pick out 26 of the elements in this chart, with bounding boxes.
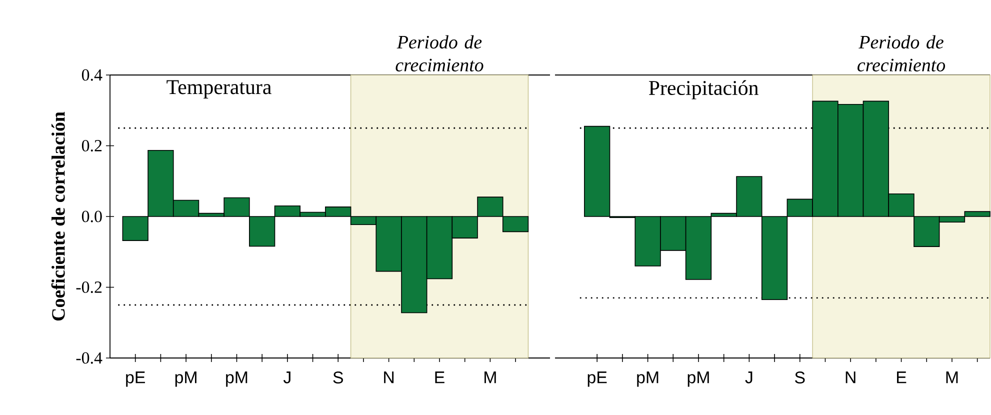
x-tick-label: N [384, 372, 394, 384]
y-tick-label: 0.2 [82, 140, 102, 152]
text: Periodo de crecimiento [858, 35, 946, 72]
y-axis-title: Coeficiente de correlación [51, 112, 65, 321]
y-tick-label: -0.2 [76, 281, 102, 293]
x-tick-label: N [846, 372, 856, 384]
text: Periodo de crecimiento [396, 35, 484, 72]
x-tick-label: pE [126, 372, 145, 387]
x-tick-label: S [795, 372, 805, 384]
x-tick-label: pM [175, 372, 196, 387]
x-tick-label: pE [588, 372, 607, 387]
x-tick-label: pM [637, 372, 658, 387]
y-tick-label: -0.4 [76, 352, 102, 364]
x-tick-label: J [283, 372, 290, 384]
x-tick-label: M [946, 372, 958, 384]
y-tick-label: 0.0 [82, 210, 102, 222]
x-tick-label: J [745, 372, 752, 384]
chart-title: Precipitación [648, 80, 758, 100]
y-tick-label: 0.4 [82, 69, 102, 81]
x-tick-label: E [435, 372, 444, 384]
x-tick-label: E [897, 372, 906, 384]
x-tick-label: M [484, 372, 496, 384]
x-tick-label: pM [226, 372, 248, 387]
x-tick-label: S [333, 372, 343, 384]
x-tick-label: pM [688, 372, 709, 387]
chart-title: Temperatura [166, 80, 272, 98]
